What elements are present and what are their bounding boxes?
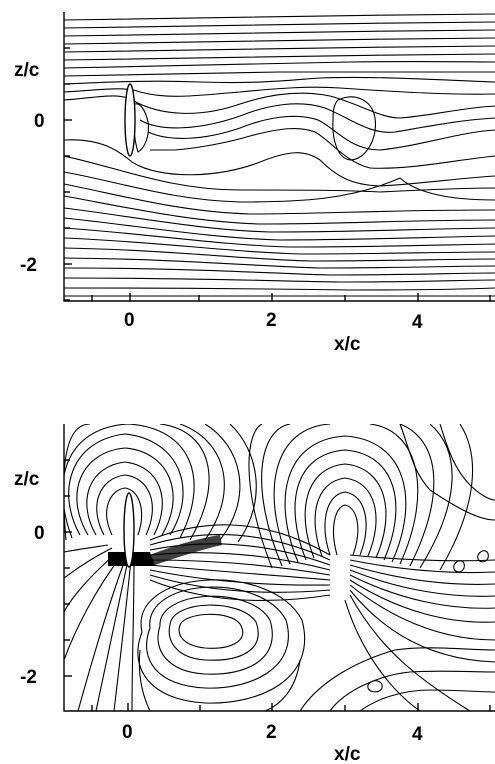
top-xtick-0: 0 (124, 310, 135, 331)
bottom-xtick-2: 2 (266, 722, 277, 743)
bottom-xtick-4: 4 (412, 724, 423, 745)
top-axes-frame (63, 12, 495, 302)
top-xtick-4: 4 (412, 312, 423, 333)
top-contours (64, 13, 495, 297)
bottom-ytick-neg2: -2 (20, 667, 37, 688)
top-xtick-2: 2 (266, 310, 277, 331)
top-ticks (64, 47, 491, 301)
top-xlabel: x/c (334, 334, 361, 355)
bottom-ylabel: z/c (14, 469, 40, 490)
airfoil-bottom (123, 492, 135, 568)
top-ytick-neg2: -2 (20, 255, 37, 276)
bottom-contours (64, 424, 495, 711)
top-ytick-0: 0 (34, 111, 45, 132)
bottom-ytick-0: 0 (34, 523, 45, 544)
top-ylabel: z/c (14, 60, 40, 81)
bottom-xlabel: x/c (334, 744, 361, 764)
bottom-ticks (64, 459, 491, 711)
bottom-axes-frame (63, 424, 495, 712)
panel-top: z/c 0 -2 0 2 4 x/c (14, 12, 495, 355)
airfoil-top (124, 83, 136, 157)
dark-wake-streak (150, 535, 222, 566)
bottom-xtick-0: 0 (122, 722, 133, 743)
panel-bottom: z/c 0 -2 0 2 4 x/c (14, 424, 495, 764)
